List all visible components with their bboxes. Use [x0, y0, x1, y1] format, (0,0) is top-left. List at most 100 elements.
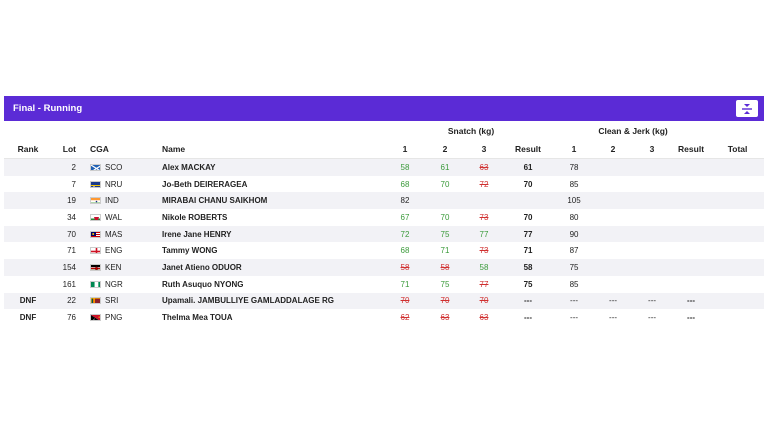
kenya-flag-icon — [90, 263, 101, 271]
total-cell — [711, 309, 764, 326]
cga-code: NRU — [105, 179, 123, 189]
rank-cell — [4, 209, 52, 226]
cj-attempt-3 — [633, 209, 671, 226]
cj-result — [671, 158, 712, 176]
cj-attempt-1: 105 — [555, 192, 594, 210]
snatch-attempt-2: 75 — [423, 225, 467, 243]
col-rank: Rank — [4, 140, 52, 159]
snatch-result: 75 — [523, 279, 533, 289]
cga-code: WAL — [105, 212, 123, 222]
col-name: Name — [157, 140, 387, 159]
snatch-result: 71 — [523, 246, 533, 256]
rank-cell — [4, 225, 52, 243]
snatch-attempt-1: 68 — [400, 179, 410, 189]
cga-cell: SCO — [82, 158, 157, 176]
rank-cell — [4, 242, 52, 259]
cj-result: --- — [671, 292, 712, 310]
cj-attempt-1: --- — [555, 292, 594, 310]
cj-result — [671, 225, 712, 243]
total-cell — [711, 292, 765, 310]
collapse-button[interactable] — [736, 100, 758, 117]
nauru-flag-icon — [90, 180, 101, 188]
cj-result: --- — [687, 313, 696, 323]
cj-attempt-2 — [593, 176, 633, 193]
table-row: DNF 22 SRI Upamali. JAMBULLIYE GAMLADDALAGE… — [4, 292, 765, 310]
cj-result — [671, 176, 711, 193]
col-snatch-result: Result — [501, 140, 556, 159]
col-cj-result: Result — [671, 140, 712, 159]
cj-group-header: Clean & Jerk (kg) — [598, 125, 668, 136]
table-row: 154 KEN Janet Atieno ODUOR 58 58 58 58 75 — [4, 259, 765, 276]
collapse-icon — [742, 103, 752, 114]
col-total: Total — [711, 140, 765, 159]
snatch-attempt-3 — [467, 192, 501, 210]
col-cga: CGA — [82, 140, 157, 159]
cj-attempt-3 — [633, 225, 672, 243]
athlete-name: Jo-Beth DEIRERAGEA — [162, 179, 248, 189]
scotland-flag-icon — [90, 163, 101, 171]
cga-code: SRI — [105, 296, 119, 306]
snatch-attempt-2: 71 — [440, 246, 450, 256]
cj-attempt-3 — [633, 259, 672, 276]
snatch-result: 70 — [523, 212, 533, 222]
rank-cell — [4, 259, 52, 276]
snatch-attempt-2: 70 — [440, 179, 450, 189]
snatch-attempt-1: 68 — [400, 246, 410, 256]
cj-attempt-2 — [593, 158, 634, 176]
cj-result — [671, 242, 711, 259]
col-snatch-2: 2 — [423, 140, 467, 159]
cj-attempt-2 — [593, 259, 634, 276]
athlete-name: Tammy WONG — [162, 246, 218, 256]
snatch-attempt-3: 77 — [467, 225, 501, 243]
snatch-attempt-1: 71 — [400, 279, 410, 289]
athlete-name: Nikole ROBERTS — [162, 212, 228, 222]
table-row: 2 SCO Alex MACKAY 58 61 63 61 78 — [4, 158, 765, 176]
table-row: 34 WAL Nikole ROBERTS 67 70 73 70 80 — [4, 209, 764, 226]
png-flag-icon — [90, 314, 101, 322]
athlete-name: Janet Atieno ODUOR — [157, 259, 387, 276]
lot-cell: 76 — [67, 313, 76, 323]
athlete-name: Ruth Asuquo NYONG — [162, 279, 244, 289]
cga-code: MAS — [105, 229, 123, 239]
cga-cell: WAL — [82, 209, 157, 226]
cj-attempt-1: 85 — [569, 179, 579, 189]
cga-cell: PNG — [82, 309, 157, 326]
cj-attempt-1: --- — [570, 313, 579, 323]
cj-result — [671, 276, 711, 293]
lot-cell: 154 — [52, 259, 82, 276]
cj-attempt-2 — [593, 242, 633, 259]
cj-attempt-2 — [593, 209, 633, 226]
col-cj-3: 3 — [633, 140, 672, 159]
snatch-result: 70 — [523, 179, 533, 189]
snatch-attempt-2: 58 — [423, 259, 467, 276]
results-table: Snatch (kg) Clean & Jerk (kg) Rank Lot C… — [4, 121, 765, 326]
snatch-attempt-1: 67 — [400, 212, 410, 222]
cga-code: SCO — [105, 162, 123, 172]
cj-attempt-3: --- — [648, 313, 657, 323]
snatch-result — [501, 192, 556, 210]
snatch-result: 58 — [501, 259, 556, 276]
cj-attempt-3 — [633, 192, 672, 210]
snatch-attempt-1: 82 — [387, 192, 423, 210]
col-cj-1: 1 — [555, 140, 594, 159]
snatch-attempt-2: 61 — [423, 158, 467, 176]
cj-attempt-2: --- — [593, 292, 634, 310]
table-row: DNF 76 PNG Thelma Mea TOUA 62 63 63 --- --- --- --… — [4, 309, 764, 326]
cj-attempt-1: 78 — [555, 158, 594, 176]
rank-cell — [4, 192, 52, 210]
athlete-name: Irene Jane HENRY — [157, 225, 387, 243]
cga-code: NGR — [105, 279, 123, 289]
rank-cell — [4, 176, 52, 193]
cj-attempt-3: --- — [633, 292, 672, 310]
cj-attempt-3 — [633, 276, 671, 293]
cga-cell: MAS — [82, 225, 157, 243]
snatch-attempt-2 — [423, 192, 467, 210]
table-row: 70 MAS Irene Jane HENRY 72 75 77 77 90 — [4, 225, 765, 243]
cj-attempt-3 — [633, 176, 671, 193]
total-cell — [711, 176, 764, 193]
snatch-attempt-3: 58 — [467, 259, 501, 276]
india-flag-icon — [90, 197, 101, 205]
cj-attempt-1: 85 — [569, 279, 579, 289]
snatch-result: 77 — [501, 225, 556, 243]
cj-attempt-1: 80 — [569, 212, 579, 222]
